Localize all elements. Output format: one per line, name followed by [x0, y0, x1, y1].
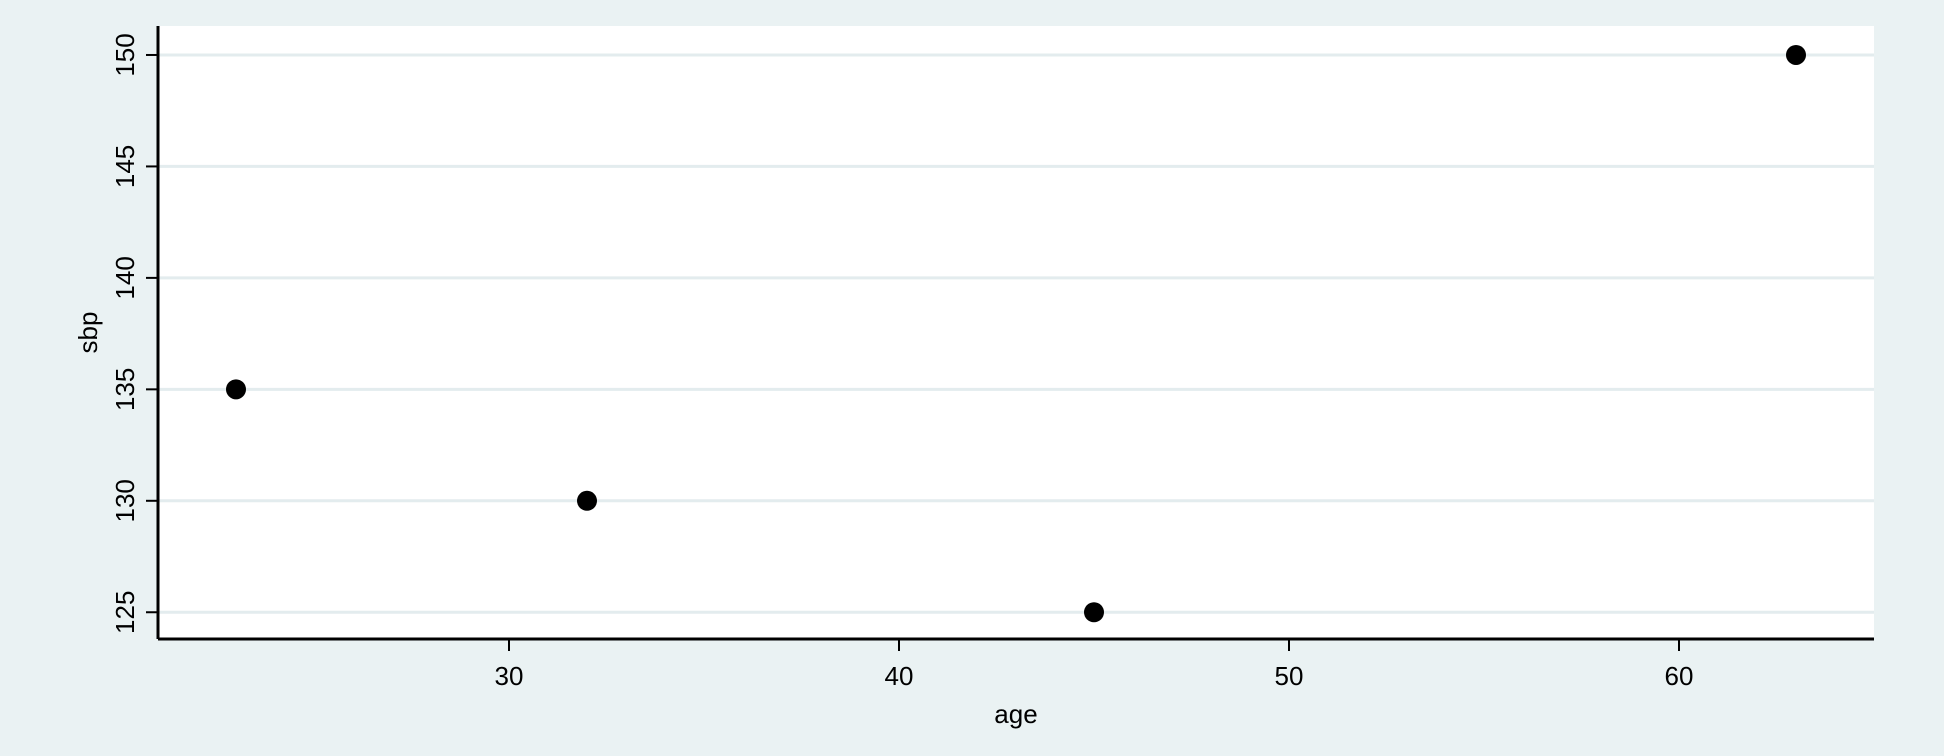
axes — [146, 26, 1874, 651]
y-tick-label: 135 — [110, 368, 140, 411]
y-tick-label: 140 — [110, 256, 140, 299]
grid-lines — [158, 53, 1874, 614]
data-points — [226, 44, 1806, 623]
y-axis-title: sbp — [73, 312, 103, 354]
data-point — [1084, 602, 1104, 623]
x-tick-label: 60 — [1665, 661, 1694, 691]
x-tick-label: 50 — [1275, 661, 1304, 691]
plot-area — [158, 26, 1874, 639]
data-point — [1786, 44, 1806, 65]
x-axis-title: age — [994, 699, 1037, 729]
y-tick-label: 150 — [110, 33, 140, 76]
data-point — [577, 490, 597, 511]
y-tick-label: 130 — [110, 479, 140, 522]
tick-labels: 30 40 50 60 125 130 135 140 145 150 — [110, 33, 1693, 691]
data-point — [226, 379, 246, 400]
y-tick-label: 125 — [110, 591, 140, 634]
x-tick-label: 40 — [885, 661, 914, 691]
x-tick-label: 30 — [495, 661, 524, 691]
y-tick-label: 145 — [110, 145, 140, 188]
